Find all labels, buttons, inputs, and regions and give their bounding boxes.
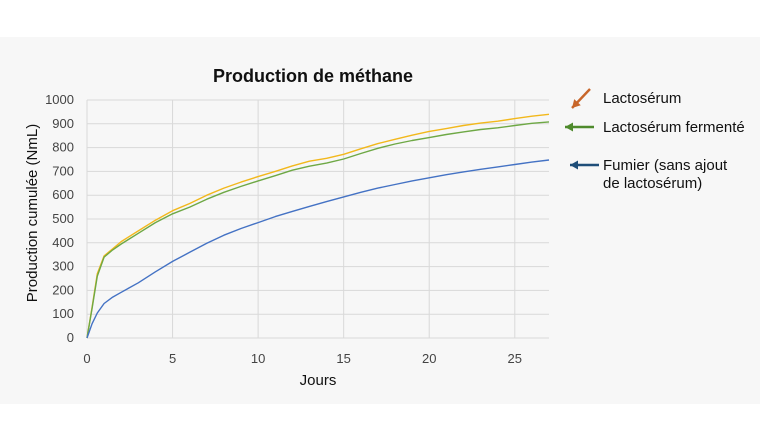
y-tick-label: 300 bbox=[52, 259, 74, 274]
x-tick-label: 20 bbox=[422, 351, 436, 366]
chart-title: Production de méthane bbox=[213, 66, 413, 86]
legend-arrowhead-icon bbox=[572, 99, 581, 108]
y-tick-label: 500 bbox=[52, 211, 74, 226]
x-axis-label: Jours bbox=[300, 372, 337, 389]
y-tick-label: 400 bbox=[52, 235, 74, 250]
y-tick-label: 0 bbox=[67, 330, 74, 345]
chart: Production de méthane 010020030040050060… bbox=[24, 66, 745, 389]
x-tick-label: 25 bbox=[508, 351, 522, 366]
legend-item-2: Lactosérum fermenté bbox=[565, 119, 745, 136]
legend-arrowhead-icon bbox=[570, 160, 578, 170]
x-tick-label: 5 bbox=[169, 351, 176, 366]
legend: Lactosérum Lactosérum fermenté Fumier (san… bbox=[565, 88, 745, 192]
series-line-1 bbox=[86, 113, 550, 339]
x-tick-label: 15 bbox=[336, 351, 350, 366]
x-tick-label: 10 bbox=[251, 351, 265, 366]
series-line-2 bbox=[86, 121, 550, 339]
legend-arrowhead-icon bbox=[565, 122, 573, 132]
y-tick-label: 600 bbox=[52, 187, 74, 202]
y-axis-label: Production cumulée (NmL) bbox=[24, 124, 41, 302]
legend-item-1: Lactosérum bbox=[571, 88, 681, 109]
y-tick-label: 100 bbox=[52, 306, 74, 321]
series-line-3 bbox=[86, 159, 550, 339]
legend-label: Lactosérum fermenté bbox=[603, 119, 745, 136]
y-tick-label: 700 bbox=[52, 163, 74, 178]
grid bbox=[86, 99, 549, 339]
y-tick-label: 200 bbox=[52, 282, 74, 297]
axis-ticks: 0 100 200 300 400 500 600 700 800 900 1000 0 5 10 15 20… bbox=[45, 92, 522, 366]
series-lines bbox=[86, 113, 550, 339]
legend-label: Lactosérum bbox=[603, 90, 681, 107]
y-tick-label: 800 bbox=[52, 140, 74, 155]
x-tick-label: 0 bbox=[83, 351, 90, 366]
legend-label: Fumier (sans ajout bbox=[603, 157, 728, 174]
legend-label: de lactosérum) bbox=[603, 175, 702, 192]
y-tick-label: 1000 bbox=[45, 92, 74, 107]
y-tick-label: 900 bbox=[52, 116, 74, 131]
chart-panel: Production de méthane 0 100 200 300 400 500 60… bbox=[0, 37, 760, 404]
